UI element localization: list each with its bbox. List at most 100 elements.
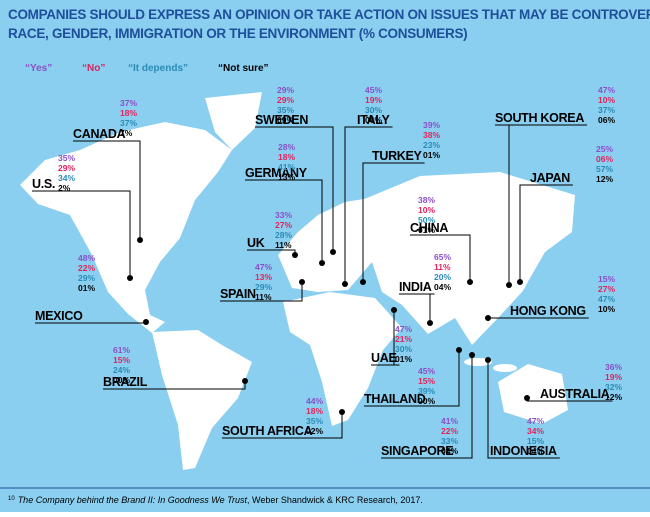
value-yes: 38%	[418, 195, 435, 205]
country-dot	[339, 409, 345, 415]
country-name: INDONESIA	[490, 444, 557, 458]
country-name: BRAZIL	[103, 375, 148, 389]
value-yes: 47%	[598, 85, 615, 95]
value-yes: 28%	[278, 142, 295, 152]
world-map	[20, 92, 575, 470]
value-not-sure: 09%	[277, 115, 294, 125]
country-dot	[485, 315, 491, 321]
value-not-sure: 10%	[598, 304, 615, 314]
value-depends: 37%	[120, 118, 137, 128]
legend-item: “Yes”	[25, 63, 52, 74]
value-depends: 29%	[78, 273, 95, 283]
value-no: 27%	[275, 220, 292, 230]
value-depends: 23%	[423, 140, 440, 150]
value-not-sure: 7%	[120, 128, 133, 138]
legend-item: “It depends”	[128, 63, 188, 74]
value-depends: 24%	[113, 365, 130, 375]
value-yes: 45%	[365, 85, 382, 95]
country-name: UK	[247, 236, 265, 250]
leader-line	[410, 234, 471, 282]
leader-line	[371, 310, 400, 366]
value-not-sure: 01%	[78, 283, 95, 293]
country-dot	[427, 320, 433, 326]
value-depends: 35%	[306, 416, 323, 426]
value-yes: 61%	[113, 345, 130, 355]
value-yes: 29%	[277, 85, 294, 95]
country-dot	[456, 347, 462, 353]
value-depends: 41%	[278, 162, 295, 172]
country-dot	[292, 252, 298, 258]
value-depends: 35%	[277, 105, 294, 115]
country-dot	[469, 352, 475, 358]
value-not-sure: 00%	[113, 375, 130, 385]
value-no: 10%	[598, 95, 615, 105]
value-no: 22%	[441, 426, 458, 436]
country-dot	[342, 281, 348, 287]
country-dot	[299, 279, 305, 285]
title-line: COMPANIES SHOULD EXPRESS AN OPINION OR T…	[8, 7, 650, 22]
leader-line	[362, 162, 425, 282]
leader-line	[32, 190, 131, 278]
country-name: U.S.	[32, 177, 55, 191]
value-no: 18%	[278, 152, 295, 162]
value-no: 18%	[306, 406, 323, 416]
value-no: 22%	[78, 263, 95, 273]
country-dot	[506, 282, 512, 288]
value-yes: 65%	[434, 252, 451, 262]
value-depends: 34%	[58, 173, 75, 183]
value-no: 27%	[598, 284, 615, 294]
country-dot	[467, 279, 473, 285]
country-name: GERMANY	[245, 166, 308, 180]
country-dot	[137, 237, 143, 243]
value-not-sure: 02%	[306, 426, 323, 436]
country-name: CHINA	[410, 221, 448, 235]
value-depends: 39%	[418, 386, 435, 396]
country-name: JAPAN	[530, 171, 570, 185]
country-name: CANADA	[73, 127, 126, 141]
value-yes: 35%	[58, 153, 75, 163]
leader-line	[495, 124, 588, 285]
country-name: SWEDEN	[255, 113, 308, 127]
value-yes: 47%	[395, 324, 412, 334]
value-yes: 45%	[418, 366, 435, 376]
country-dot	[127, 275, 133, 281]
value-no: 19%	[365, 95, 382, 105]
value-not-sure: 01%	[395, 354, 412, 364]
value-yes: 39%	[423, 120, 440, 130]
country-dot	[242, 378, 248, 384]
value-no: 29%	[58, 163, 75, 173]
value-depends: 33%	[441, 436, 458, 446]
title-line: RACE, GENDER, IMMIGRATION OR THE ENVIRON…	[8, 26, 467, 41]
value-no: 15%	[418, 376, 435, 386]
value-yes: 33%	[275, 210, 292, 220]
leader-line	[381, 355, 473, 459]
value-depends: 29%	[255, 282, 272, 292]
value-no: 34%	[527, 426, 544, 436]
country-name: MEXICO	[35, 309, 83, 323]
value-no: 21%	[395, 334, 412, 344]
country-dot	[330, 249, 336, 255]
value-depends: 30%	[365, 105, 382, 115]
footnote-rest: , Weber Shandwick & KRC Research, 2017.	[247, 495, 423, 505]
value-no: 29%	[277, 95, 294, 105]
leader-line	[245, 179, 323, 263]
value-depends: 47%	[598, 294, 615, 304]
value-depends: 37%	[598, 105, 615, 115]
leader-line	[255, 126, 334, 252]
value-not-sure: 11%	[255, 292, 272, 302]
value-depends: 57%	[596, 164, 613, 174]
leader-line	[399, 293, 435, 323]
footnote: 10 The Company behind the Brand II: In Go…	[8, 495, 423, 505]
country-name: UAE	[371, 351, 397, 365]
value-depends: 30%	[395, 344, 412, 354]
value-yes: 48%	[78, 253, 95, 263]
country-name: TURKEY	[372, 149, 423, 163]
country-name: HONG KONG	[510, 304, 586, 318]
leader-line	[487, 360, 560, 459]
value-no: 06%	[596, 154, 613, 164]
value-not-sure: 13%	[278, 172, 295, 182]
country-dot	[143, 319, 149, 325]
value-not-sure: 11%	[275, 240, 292, 250]
leader-line	[519, 184, 573, 282]
value-no: 38%	[423, 130, 440, 140]
